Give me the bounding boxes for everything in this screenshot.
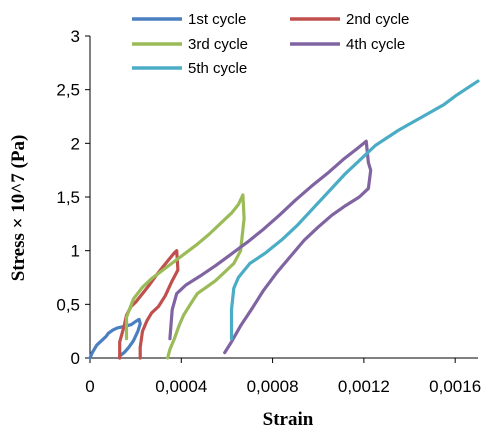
legend: 1st cycle 2nd cycle 3rd cycle 4th cycle 5th … <box>132 11 409 77</box>
series-line-5 <box>229 79 480 341</box>
x-tick-label: 0,0012 <box>338 377 390 396</box>
y-tick-label: 2 <box>71 134 80 153</box>
y-tick-label: 1 <box>71 242 80 261</box>
series-line-4 <box>168 139 373 355</box>
x-tick-label: 0 <box>85 377 94 396</box>
y-tick-label: 0 <box>71 349 80 368</box>
legend-label-3: 3rd cycle <box>188 36 248 53</box>
y-tick-label: 0,5 <box>56 295 80 314</box>
x-ticks: 0 0,0004 0,0008 0,0012 0,0016 <box>85 358 481 396</box>
series-lines <box>88 79 480 360</box>
y-tick-label: 2,5 <box>56 81 80 100</box>
y-axis-label: Stress × 10^7 (Pa) <box>8 135 29 282</box>
x-tick-label: 0,0004 <box>155 377 207 396</box>
y-tick-label: 1,5 <box>56 188 80 207</box>
series-line-1 <box>88 317 142 360</box>
legend-label-2: 2nd cycle <box>346 11 409 28</box>
y-ticks: 0 0,5 1 1,5 2 2,5 3 <box>56 27 90 368</box>
legend-label-4: 4th cycle <box>346 36 405 53</box>
series-line-3 <box>124 193 246 360</box>
y-tick-label: 3 <box>71 27 80 46</box>
x-tick-label: 0,0008 <box>247 377 299 396</box>
x-tick-label: 0,0016 <box>429 377 481 396</box>
axes <box>89 36 478 359</box>
legend-label-5: 5th cycle <box>188 60 247 77</box>
x-axis-label: Strain <box>263 409 314 430</box>
legend-label-1: 1st cycle <box>188 11 246 28</box>
